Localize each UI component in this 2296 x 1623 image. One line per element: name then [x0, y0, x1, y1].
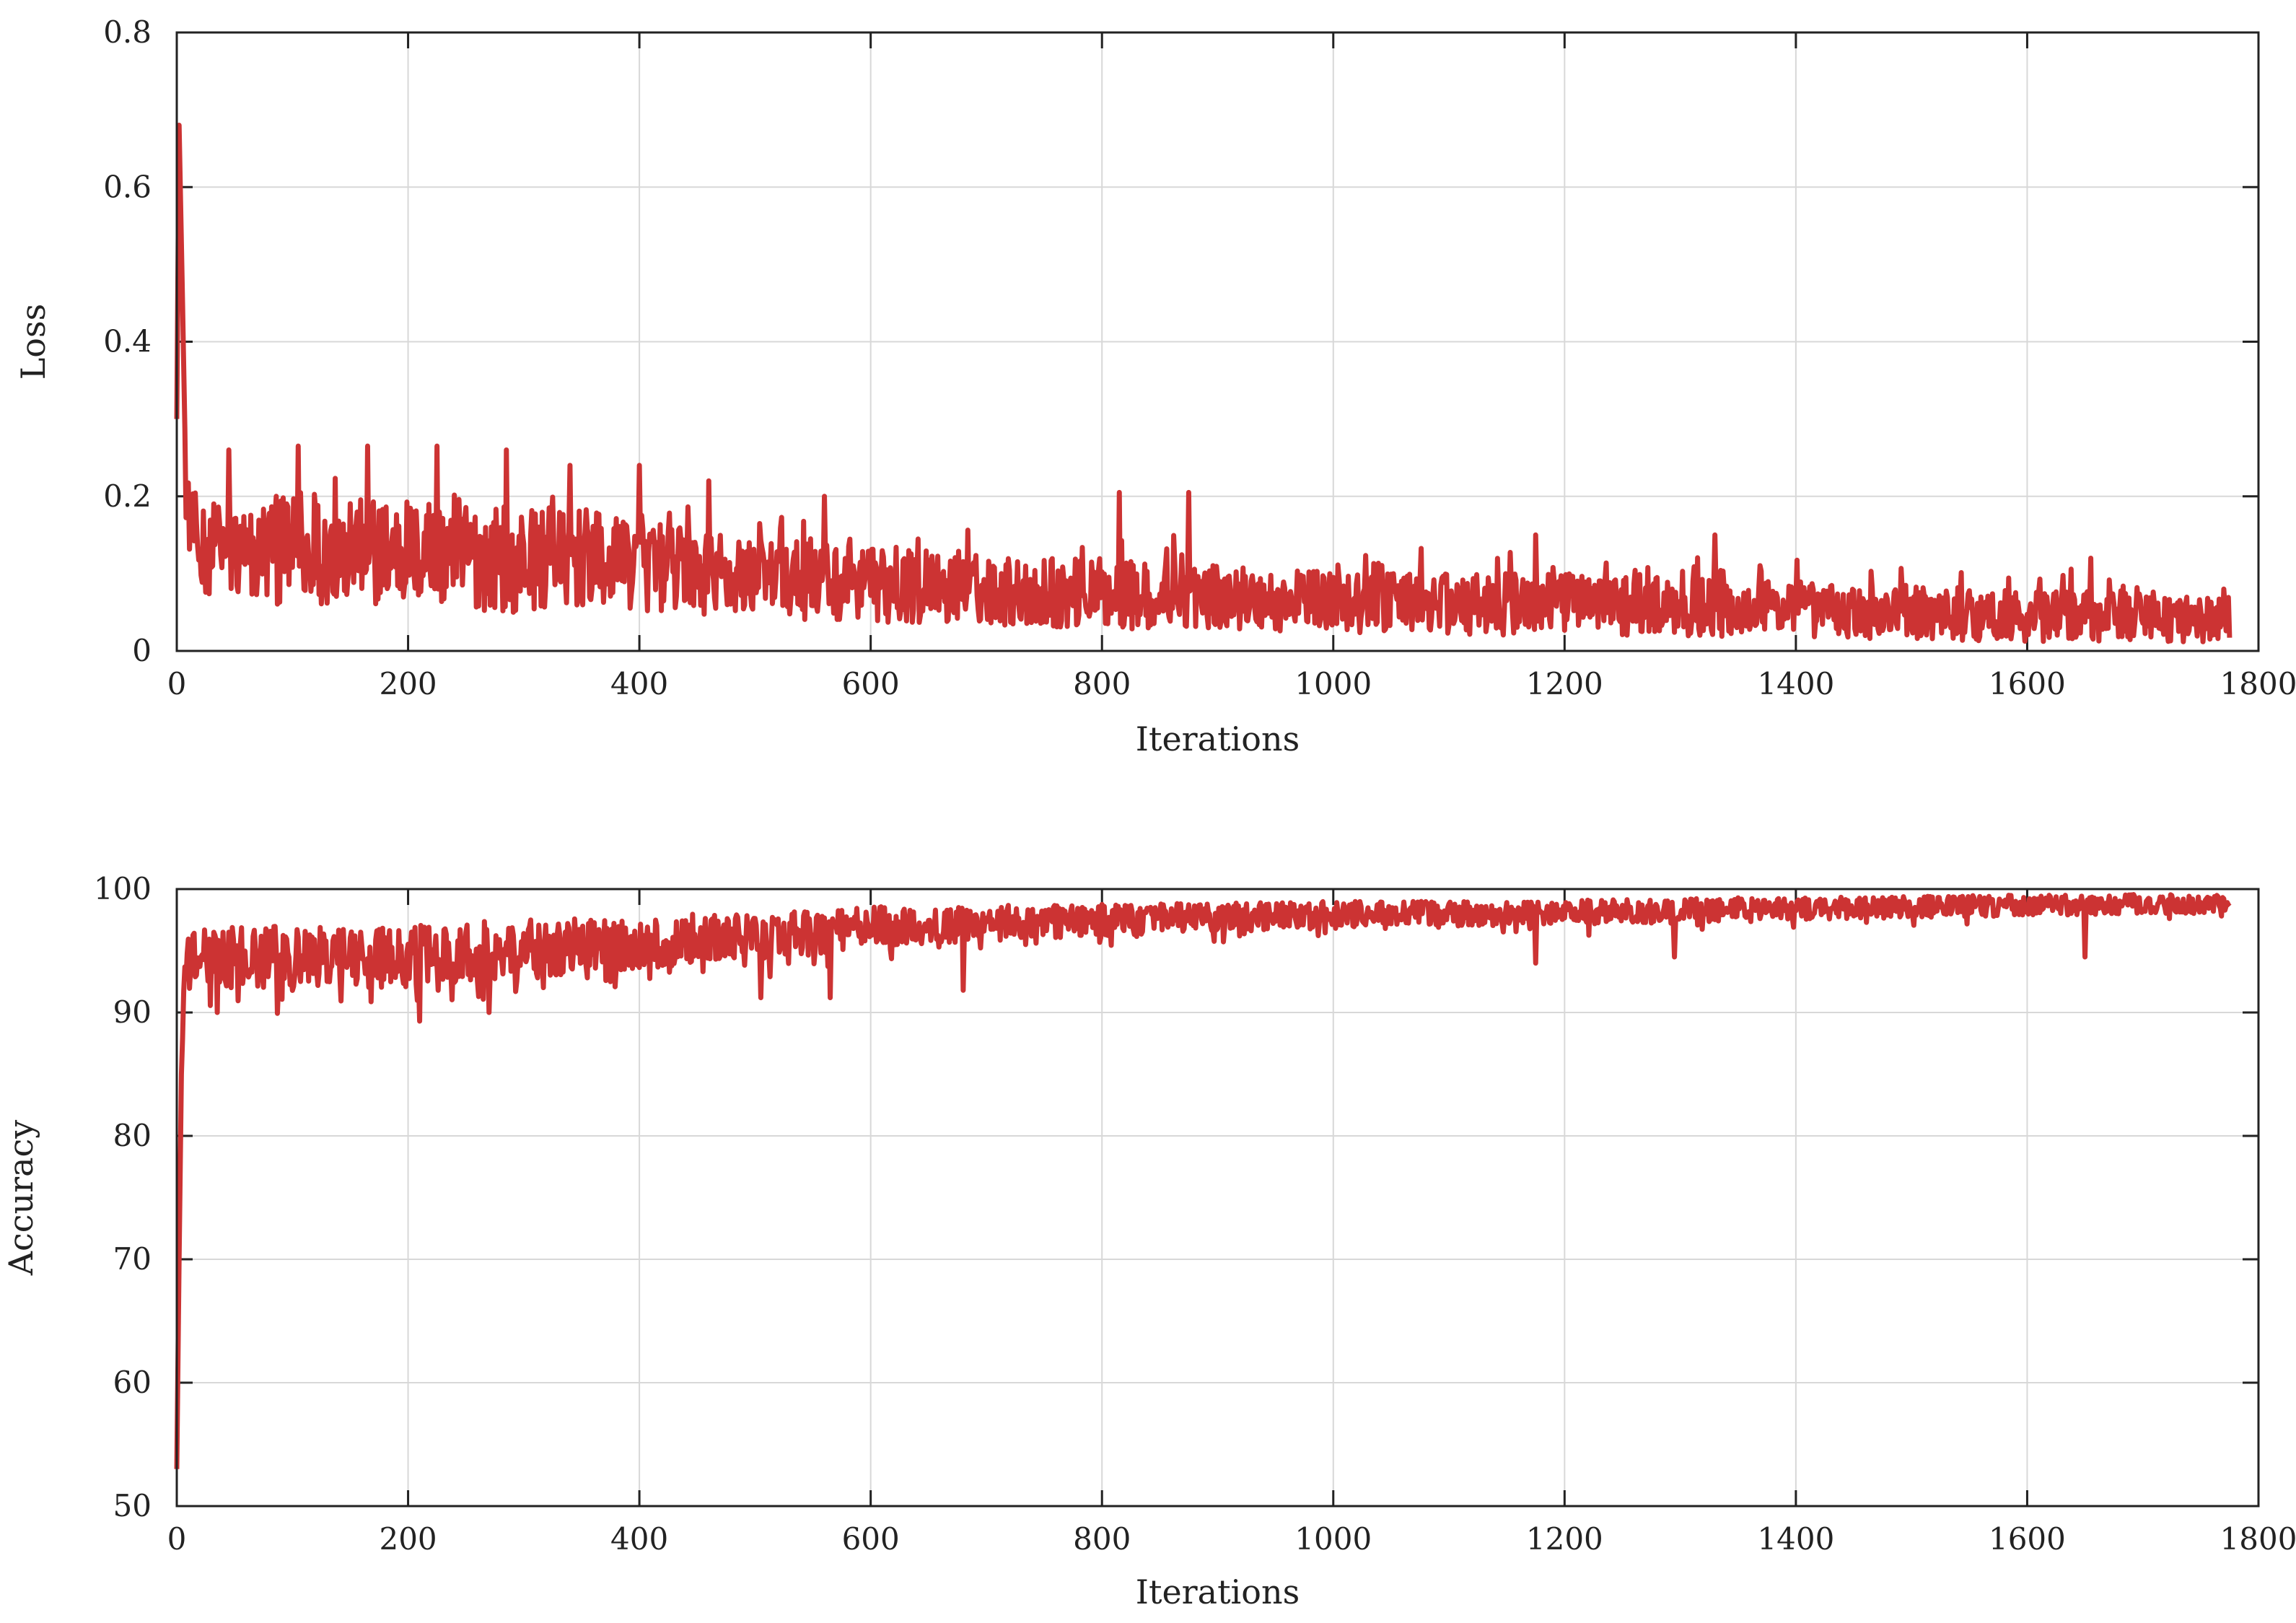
x-tick-label: 1600: [1989, 1521, 2066, 1557]
x-tick-label: 400: [610, 1521, 668, 1557]
x-tick-label: 600: [842, 666, 900, 701]
y-tick-label: 50: [113, 1488, 152, 1523]
x-tick-label: 1000: [1294, 666, 1372, 701]
x-tick-label: 1200: [1526, 666, 1603, 701]
x-tick-label: 1400: [1757, 1521, 1834, 1557]
x-tick-label: 800: [1073, 666, 1131, 701]
x-tick-label: 0: [167, 1521, 187, 1557]
y-tick-label: 60: [113, 1365, 152, 1400]
x-tick-label: 1000: [1294, 1521, 1372, 1557]
x-tick-label: 200: [379, 666, 437, 701]
x-tick-label: 0: [167, 666, 187, 701]
plot-frame: [175, 888, 2260, 1508]
x-tick-label: 600: [842, 1521, 900, 1557]
x-tick-label: 1200: [1526, 1521, 1603, 1557]
series-line: [174, 892, 2232, 1469]
y-tick-label: 0.6: [103, 169, 152, 204]
y-tick-label: 90: [113, 994, 152, 1030]
y-axis-label: Accuracy: [1, 1120, 40, 1277]
x-tick-label: 1600: [1989, 666, 2066, 701]
y-tick-label: 0.4: [103, 324, 152, 359]
x-tick-label: 1800: [2220, 1521, 2296, 1557]
x-tick-label: 1800: [2220, 666, 2296, 701]
y-tick-label: 100: [94, 871, 152, 906]
y-tick-label: 0: [132, 633, 152, 668]
x-axis-label: Iterations: [1136, 719, 1300, 758]
loss-chart: 0 200 400 600 800 1000 1200 1400 1600 1800 0 0.2 0.4…: [14, 14, 2296, 758]
series-line: [174, 123, 2233, 644]
x-tick-label: 200: [379, 1521, 437, 1557]
y-axis-label: Loss: [14, 304, 53, 380]
y-tick-label: 70: [113, 1241, 152, 1277]
y-tick-label: 80: [113, 1118, 152, 1153]
x-tick-label: 800: [1073, 1521, 1131, 1557]
plot-frame: [175, 31, 2260, 652]
x-tick-label: 400: [610, 666, 668, 701]
x-axis-label: Iterations: [1136, 1572, 1300, 1611]
accuracy-chart: 0 200 400 600 800 1000 1200 1400 1600 1800 50 60 70 8…: [1, 871, 2296, 1611]
y-tick-label: 0.2: [103, 478, 152, 514]
y-tick-label: 0.8: [103, 14, 152, 50]
x-tick-label: 1400: [1757, 666, 1834, 701]
